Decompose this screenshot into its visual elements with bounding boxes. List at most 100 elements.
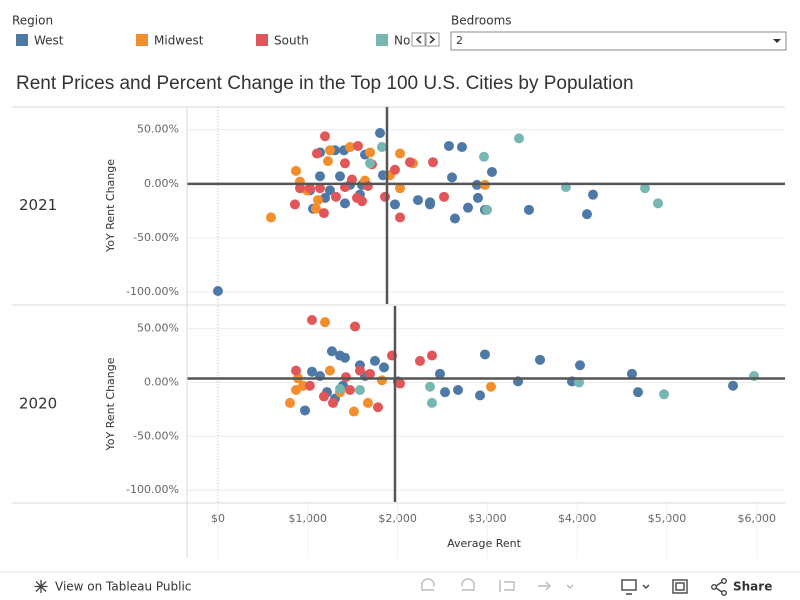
data-point: [310, 203, 321, 214]
data-point: [365, 158, 376, 169]
data-point: [472, 192, 483, 203]
data-point: [318, 391, 329, 402]
data-point: [425, 381, 436, 392]
data-point: [425, 199, 436, 210]
data-point: [581, 209, 592, 220]
legend-label: Northeast: [394, 34, 454, 48]
data-point: [346, 174, 357, 185]
data-point: [485, 381, 496, 392]
data-point: [395, 212, 406, 223]
data-point: [351, 192, 362, 203]
y-tick-label: -50.00%: [133, 231, 179, 244]
data-point: [300, 405, 311, 416]
data-point: [365, 147, 376, 158]
data-point: [376, 142, 387, 153]
data-point: [311, 148, 322, 159]
data-point: [369, 355, 380, 366]
data-point: [328, 397, 339, 408]
y-tick-label: 50.00%: [137, 322, 179, 335]
data-point: [447, 172, 458, 183]
dashboard-title: Rent Prices and Percent Change in the To…: [16, 73, 634, 94]
data-point: [379, 362, 390, 373]
view-on-tableau[interactable]: View on Tableau Public: [55, 580, 191, 594]
data-point: [453, 385, 464, 395]
data-point: [324, 185, 335, 196]
download-icons[interactable]: [621, 578, 728, 597]
data-point: [449, 213, 460, 224]
data-point: [475, 390, 486, 401]
data-point: [326, 346, 337, 357]
y-tick-label: 0.00%: [144, 375, 179, 388]
data-point: [324, 145, 335, 156]
data-point: [307, 315, 318, 325]
legend-prev[interactable]: [411, 32, 426, 47]
dropdown-arrow: [773, 39, 781, 43]
data-point: [212, 286, 223, 297]
data-point: [313, 195, 324, 206]
toolbar: [0, 572, 800, 600]
legend-swatch: [16, 34, 28, 46]
legend-swatch: [256, 34, 268, 46]
data-point: [427, 157, 438, 168]
data-point: [573, 377, 584, 388]
data-point: [365, 368, 376, 379]
data-point: [307, 366, 318, 377]
data-point: [395, 148, 406, 159]
data-point: [380, 191, 391, 202]
y-axis-label: YoY Rent Change: [104, 357, 117, 451]
data-point: [632, 387, 643, 398]
data-point: [335, 383, 346, 394]
legend-next[interactable]: [425, 32, 440, 47]
data-point: [389, 164, 400, 175]
data-point: [414, 355, 425, 366]
data-point: [412, 195, 423, 206]
x-axis-label: Average Rent: [447, 537, 522, 550]
data-point: [344, 142, 355, 153]
data-point: [330, 191, 341, 202]
data-point: [335, 171, 346, 182]
data-point: [320, 131, 331, 142]
data-point: [434, 368, 445, 379]
data-point: [486, 166, 497, 177]
data-point: [514, 133, 525, 144]
data-point: [395, 378, 406, 389]
data-point: [426, 350, 437, 361]
data-point: [320, 317, 331, 328]
legend-swatch: [136, 34, 148, 46]
data-point: [285, 397, 296, 408]
legend-prev-icon: [415, 35, 422, 44]
data-point: [324, 365, 335, 376]
data-point: [291, 365, 302, 376]
undo-redo-icons: [421, 578, 574, 592]
data-point: [440, 387, 451, 398]
data-point: [426, 397, 437, 408]
data-point: [395, 183, 406, 194]
legend-title: Region: [12, 14, 53, 28]
data-point: [462, 202, 473, 213]
data-point: [354, 385, 365, 395]
data-point: [653, 198, 664, 209]
data-point: [479, 349, 490, 360]
data-point: [626, 368, 637, 379]
data-point: [456, 142, 467, 153]
filter-dropdown[interactable]: [450, 31, 787, 51]
data-point: [304, 380, 315, 391]
filter-label: Bedrooms: [451, 14, 512, 28]
data-point: [298, 380, 309, 391]
data-point: [439, 191, 450, 202]
data-point: [404, 157, 415, 168]
data-point: [482, 204, 493, 215]
filter-value: 2: [456, 34, 463, 47]
data-point: [314, 171, 325, 182]
data-point: [344, 385, 355, 395]
data-point: [588, 189, 599, 200]
data-point: [304, 183, 315, 194]
data-point: [639, 183, 650, 194]
data-point: [373, 402, 384, 413]
data-point: [389, 199, 400, 210]
data-point: [374, 127, 385, 138]
data-point: [289, 199, 300, 210]
share-button[interactable]: Share: [733, 580, 772, 594]
data-point: [362, 181, 373, 192]
